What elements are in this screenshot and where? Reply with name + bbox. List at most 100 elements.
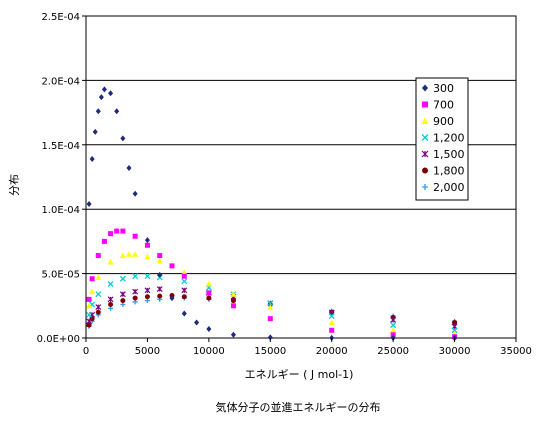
data-point [230, 298, 236, 304]
data-point [120, 135, 126, 142]
x-tick-label: 30000 [439, 346, 471, 357]
data-point [101, 238, 107, 244]
data-point [181, 310, 187, 317]
legend-entry: 1,500 [421, 148, 465, 161]
data-point [95, 274, 102, 280]
y-tick-label: 2.5E-04 [41, 12, 80, 23]
data-point [144, 242, 150, 248]
y-tick-label: 2.0E-04 [41, 76, 80, 87]
data-point [206, 295, 212, 301]
series-layer [86, 86, 458, 341]
legend-marker [421, 150, 429, 158]
data-point [132, 295, 138, 301]
legend-entry: 300 [422, 82, 454, 95]
legend-label: 1,500 [433, 148, 465, 161]
data-point [169, 295, 175, 302]
y-tick-label: 5.0E-05 [41, 270, 80, 281]
data-point [132, 288, 139, 295]
legend-label: 900 [433, 115, 454, 128]
legend-marker [421, 134, 429, 141]
data-point [107, 259, 114, 265]
data-point [390, 322, 397, 329]
data-point [328, 319, 335, 326]
x-tick-label: 5000 [135, 346, 160, 357]
legend-marker [422, 184, 428, 190]
data-point [119, 291, 126, 298]
data-point [181, 278, 188, 285]
y-tick-label: 1.0E-04 [41, 205, 80, 216]
data-point [206, 290, 212, 296]
data-point [144, 287, 151, 294]
data-point [107, 296, 114, 303]
data-point [108, 231, 114, 237]
data-point [390, 317, 397, 323]
data-point [169, 263, 175, 269]
data-point [205, 280, 212, 287]
y-axis-title: 分布 [8, 174, 21, 196]
data-point [132, 251, 139, 257]
data-point [390, 332, 396, 338]
y-tick-labels: 0.0E+00 5.0E-05 1.0E-04 1.5E-04 2.0E-04 2.5E-… [37, 12, 86, 345]
gridlines [86, 79, 516, 275]
data-point [132, 273, 139, 280]
data-point [95, 291, 102, 298]
data-point [157, 253, 163, 259]
y-tick-label: 0.0E+00 [37, 334, 80, 345]
chart-caption: 気体分子の並進エネルギーの分布 [216, 400, 381, 414]
data-point [86, 296, 92, 302]
data-point [132, 190, 138, 197]
data-point [120, 298, 126, 304]
legend-label: 1,200 [433, 132, 465, 145]
legend-marker [422, 101, 428, 108]
legend: 300 700 900 1,200 1,500 1,800 2,000 [421, 82, 465, 194]
x-tick-label: 25000 [377, 346, 409, 357]
series-300 [86, 86, 458, 341]
data-point [390, 327, 397, 333]
data-point [101, 86, 107, 93]
data-point [329, 327, 335, 333]
data-point [390, 334, 396, 341]
data-point [156, 257, 163, 264]
data-point [181, 269, 188, 275]
data-point [126, 251, 132, 257]
series-700 [86, 228, 458, 340]
data-point [89, 276, 95, 282]
data-point [181, 273, 187, 279]
data-point [451, 327, 458, 334]
data-point [157, 293, 163, 299]
data-point [181, 287, 188, 294]
data-point [119, 275, 126, 282]
data-point [144, 273, 151, 280]
data-point [119, 252, 126, 259]
data-point [329, 334, 335, 341]
data-point [108, 90, 114, 97]
data-point [98, 94, 104, 101]
data-point [126, 164, 132, 171]
data-point [230, 303, 236, 309]
data-point [92, 128, 98, 135]
data-point [267, 304, 274, 310]
data-point [95, 108, 101, 115]
x-tick-label: 15000 [254, 346, 286, 357]
x-tick-label: 20000 [316, 346, 348, 357]
data-point [95, 304, 102, 311]
data-point [267, 334, 273, 341]
legend-entry: 900 [421, 115, 454, 128]
data-point [86, 201, 92, 208]
x-tick-label: 10000 [193, 346, 225, 357]
data-point [144, 237, 150, 244]
data-point [267, 316, 273, 322]
legend-marker [421, 117, 429, 124]
x-tick-labels: 0 5000 10000 15000 20000 25000 30000 35000 [83, 338, 532, 357]
legend-entry: 1,800 [422, 165, 465, 178]
data-point [452, 320, 458, 326]
legend-label: 700 [433, 99, 454, 112]
data-point [194, 319, 200, 326]
data-point [157, 271, 163, 278]
data-point [86, 318, 92, 325]
x-tick-label: 0 [83, 346, 89, 357]
data-point [230, 331, 236, 338]
data-point [86, 322, 92, 328]
legend-marker [422, 84, 428, 92]
